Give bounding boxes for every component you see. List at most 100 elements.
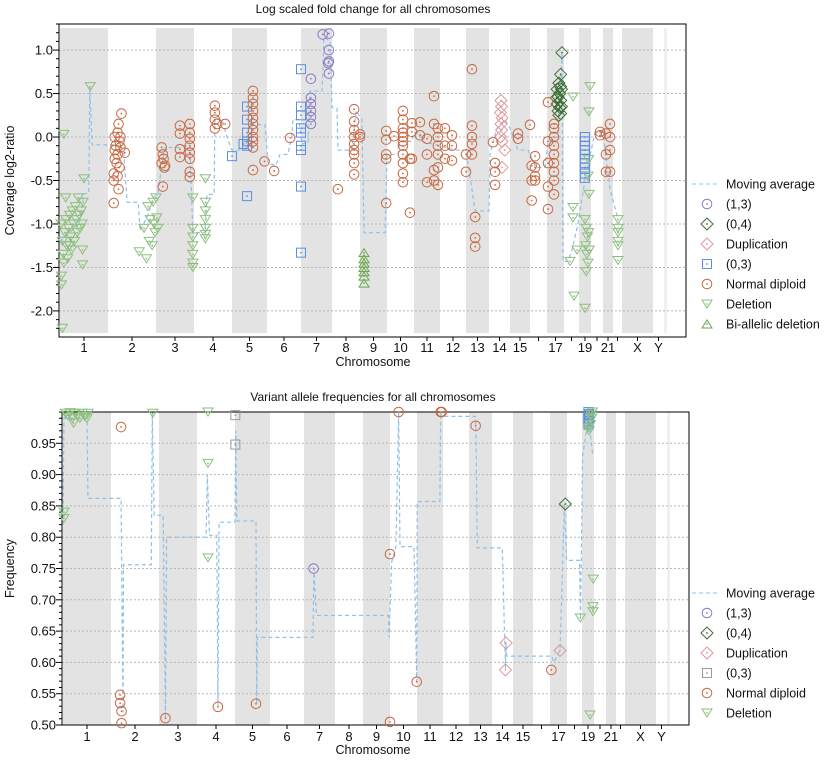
data-point-center <box>70 249 73 251</box>
data-point-center <box>402 172 404 175</box>
data-point-center <box>191 253 194 256</box>
data-point <box>469 232 481 244</box>
data-point-center <box>78 214 81 217</box>
data-point-center <box>151 412 154 415</box>
legend: Moving average (1,3) (0,4) Duplication (0,3)… <box>692 178 820 332</box>
data-point <box>247 98 259 110</box>
data-point-center <box>402 162 404 165</box>
data-point <box>296 127 306 138</box>
data-point <box>202 407 214 417</box>
data-point <box>548 140 560 152</box>
data-point-center <box>433 95 435 98</box>
data-point-center <box>385 130 388 132</box>
data-point-center <box>560 88 563 91</box>
data-point-center <box>120 112 123 115</box>
data-point-center <box>300 105 302 108</box>
y-tick-label: 0.60 <box>31 655 56 670</box>
data-point-center <box>207 462 209 465</box>
data-point <box>259 156 270 167</box>
x-tick-label: 2 <box>128 340 135 355</box>
data-point <box>219 118 231 130</box>
data-point-center <box>300 68 302 71</box>
series--0-3- <box>230 410 241 450</box>
data-point <box>323 28 335 39</box>
y-tick-label: 0.65 <box>31 624 56 639</box>
data-point-center <box>164 717 167 720</box>
chart-allele-frequency: 0.95 0.90 0.85 0.80 0.75 0.70 0.65 0.60 0.55 0.50… <box>3 390 815 757</box>
data-point-center <box>60 223 62 225</box>
data-point <box>564 256 576 267</box>
data-point-center <box>389 720 391 723</box>
data-point-center <box>553 153 555 156</box>
data-point-center <box>585 270 588 273</box>
data-point <box>76 219 88 229</box>
data-point-center <box>494 170 496 173</box>
data-point <box>446 129 458 141</box>
data-point <box>579 303 591 314</box>
data-point <box>348 138 360 150</box>
data-point <box>247 164 259 176</box>
data-point-center <box>119 702 122 704</box>
data-point-center <box>505 642 507 644</box>
data-point-center <box>444 127 446 130</box>
data-point-center <box>118 166 121 169</box>
data-point <box>583 189 595 200</box>
data-point <box>421 176 433 188</box>
data-point <box>230 439 241 450</box>
data-point-center <box>592 578 595 581</box>
data-point <box>466 63 478 75</box>
data-point-center <box>609 170 611 173</box>
data-point <box>554 82 569 96</box>
data-point <box>582 155 595 165</box>
data-point <box>548 175 560 186</box>
data-point-center <box>204 177 207 180</box>
data-point-center <box>68 244 71 247</box>
data-point <box>584 82 596 92</box>
data-point-center <box>179 156 181 158</box>
data-point-center <box>588 429 591 432</box>
data-point <box>466 120 478 132</box>
data-point-center <box>437 144 439 147</box>
y-tick-label: 0.90 <box>31 467 56 482</box>
data-point-center <box>300 149 302 151</box>
data-point-center <box>234 443 237 446</box>
data-point <box>108 197 120 209</box>
data-point <box>411 676 423 688</box>
data-point <box>428 90 440 102</box>
data-point <box>489 179 501 191</box>
y-tick-label: -1.0 <box>31 216 53 231</box>
x-tick-label: X <box>633 340 642 355</box>
data-point <box>84 82 97 92</box>
legend-label: Deletion <box>726 298 772 312</box>
data-point-center <box>576 249 578 251</box>
data-point-center <box>426 181 428 184</box>
data-point <box>212 701 224 713</box>
data-point-center <box>617 244 619 247</box>
data-point-center <box>60 283 63 286</box>
data-point-center <box>359 133 361 136</box>
data-point <box>146 241 159 251</box>
data-point <box>250 698 262 710</box>
data-point <box>158 153 169 165</box>
data-point-center <box>363 282 365 284</box>
data-point <box>397 168 409 179</box>
x-tick-label: 3 <box>171 340 178 355</box>
data-point-center <box>547 140 549 143</box>
data-point <box>469 241 481 252</box>
data-point-center <box>592 605 594 608</box>
data-point-center <box>437 166 439 169</box>
legend-marker-icon <box>701 319 713 329</box>
data-point <box>548 123 560 134</box>
data-point <box>460 149 472 160</box>
data-point-center <box>191 266 194 269</box>
data-point <box>141 202 154 212</box>
data-point-center <box>617 259 619 262</box>
data-point-center <box>252 123 254 125</box>
data-point-center <box>586 236 589 238</box>
data-point <box>186 262 199 273</box>
data-point <box>550 82 564 96</box>
data-point-center <box>609 149 611 151</box>
data-point <box>209 107 221 118</box>
data-point <box>558 497 573 511</box>
data-point <box>446 140 458 152</box>
